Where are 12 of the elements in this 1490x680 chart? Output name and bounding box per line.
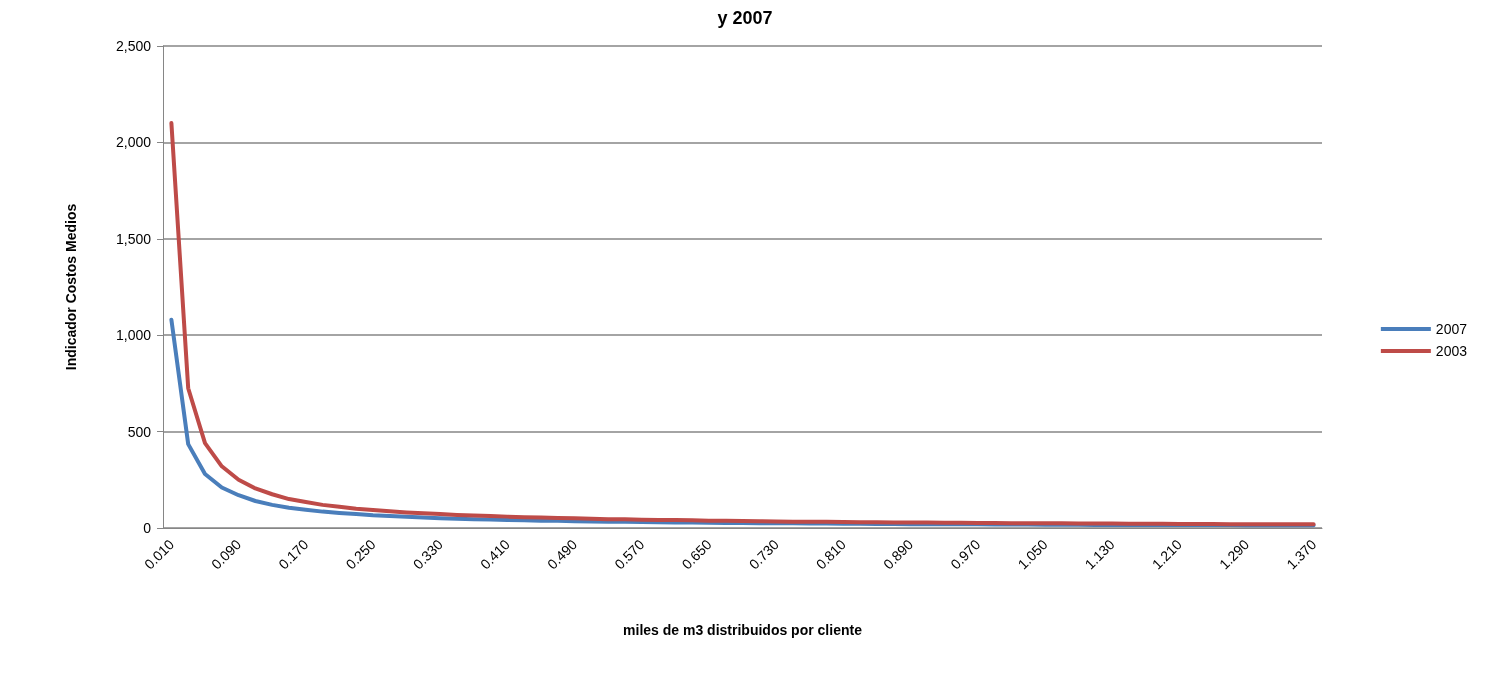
y-tick-label: 2,000 bbox=[115, 134, 152, 151]
x-axis-title: miles de m3 distribuidos por cliente bbox=[623, 622, 863, 638]
y-tick-label: 1,000 bbox=[115, 327, 152, 344]
chart-title: y 2007 bbox=[717, 8, 773, 28]
legend-label: 2003 bbox=[1435, 343, 1468, 359]
y-axis-title: Indicador Costos Medios bbox=[63, 203, 79, 371]
line-series bbox=[169, 121, 1316, 527]
legend-label: 2007 bbox=[1435, 321, 1468, 337]
y-tick-label: 0 bbox=[143, 520, 152, 536]
y-tick-label: 1,500 bbox=[115, 230, 152, 247]
y-tick-label: 2,500 bbox=[115, 38, 152, 54]
y-tick-label: 500 bbox=[127, 423, 152, 440]
